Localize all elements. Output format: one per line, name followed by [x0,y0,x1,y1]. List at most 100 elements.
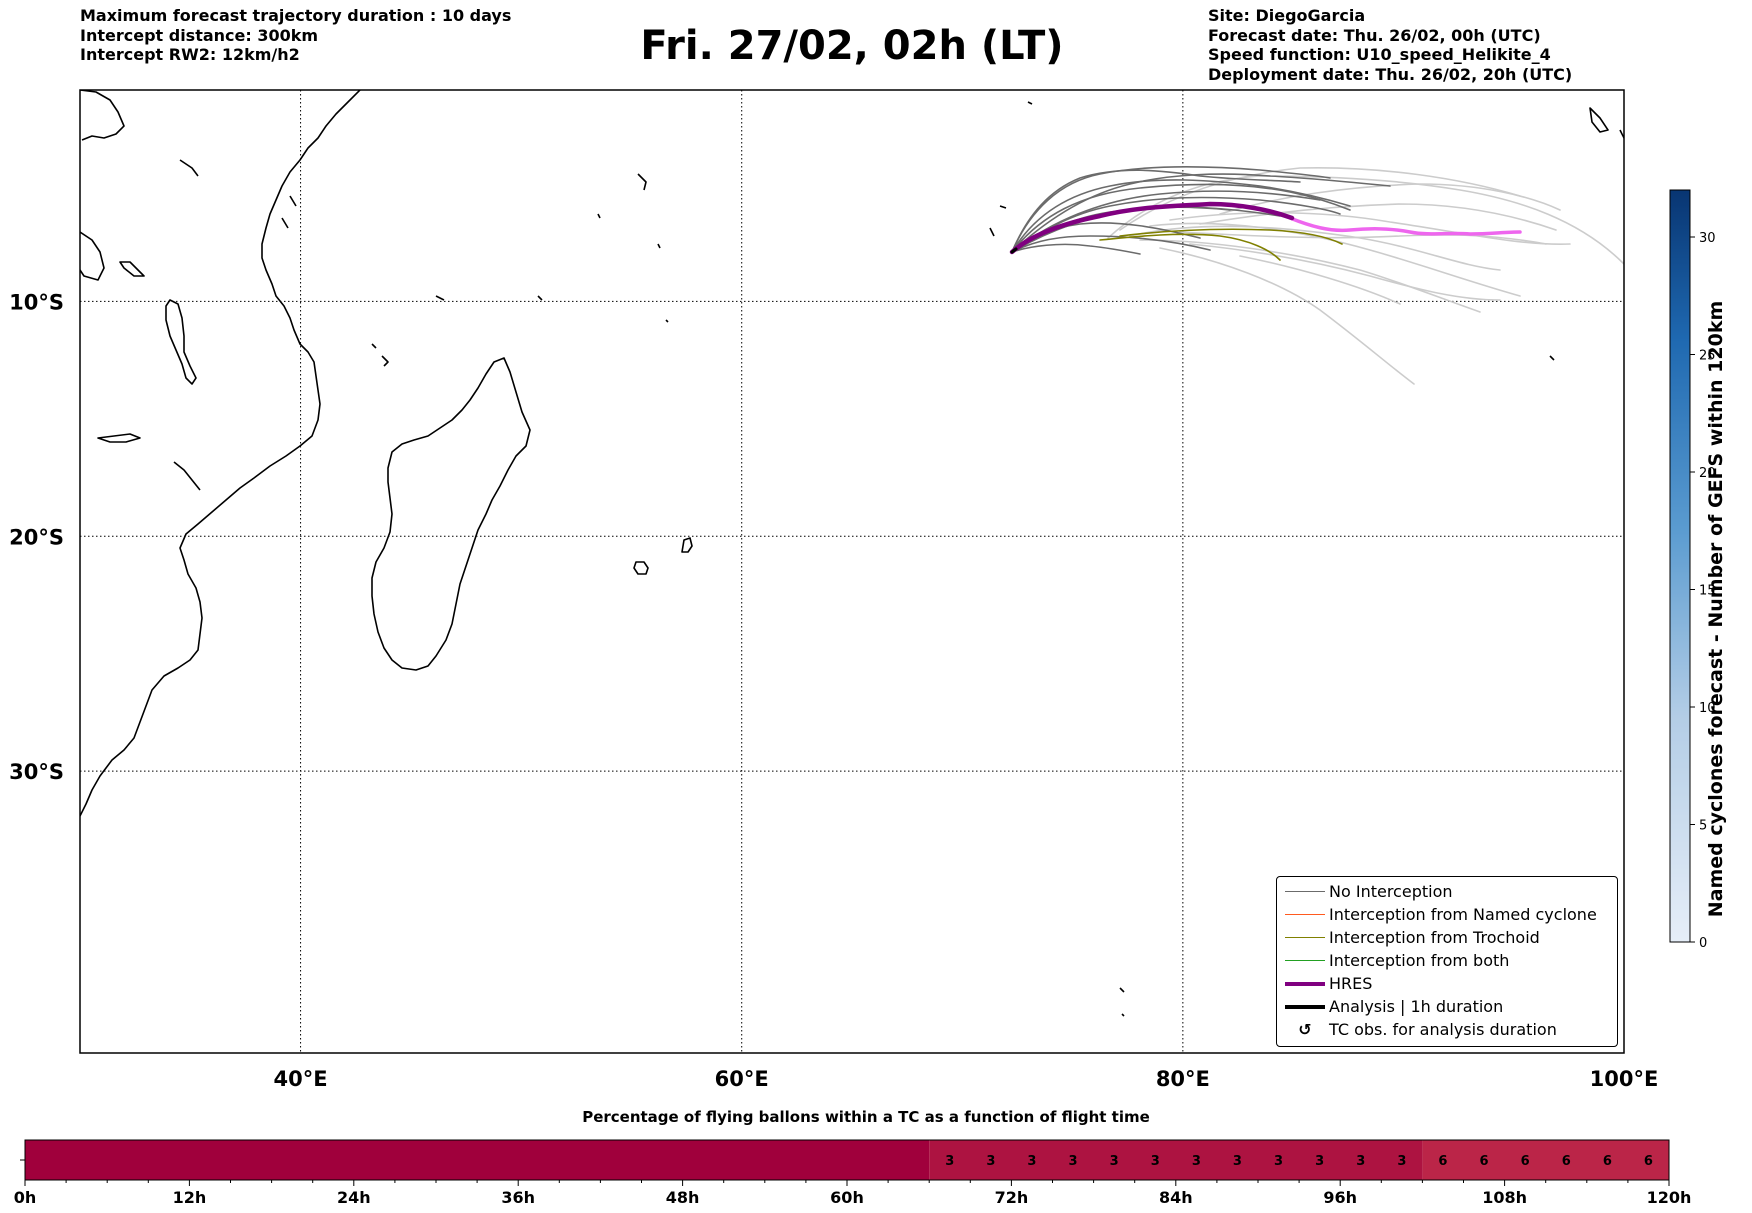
coastline-island [637,173,647,191]
strip-tick-label: 60h [830,1188,864,1207]
coastline-island [1119,987,1125,993]
header-left-info: Maximum forecast trajectory duration : 1… [80,6,511,65]
lon-tick-label: 80°E [1156,1067,1210,1091]
strip-cell-value: 3 [1233,1154,1242,1169]
strip-cell-value: 3 [1027,1154,1036,1169]
coastline-madagascar [371,357,531,671]
coastline-island [999,205,1007,209]
colorbar-gradient [1669,189,1691,943]
strip-cell-value: 6 [1603,1154,1612,1169]
strip-cell-value: 3 [1110,1154,1119,1169]
track-no-interception [1011,196,1341,253]
track-no-interception [1011,183,1351,253]
coastline-small-island [80,90,125,141]
header-left-line: Maximum forecast trajectory duration : 1… [80,6,512,25]
colorbar-tick-label: 10 [1699,701,1716,716]
track-no-interception [1011,165,1331,253]
track-light [1239,255,1401,305]
strip-segments: 3 3 3 3 3 3 3 3 3 3 3 3 6 6 6 6 6 6 [25,1140,1669,1180]
track-light [1159,247,1415,385]
coastline-island [1027,101,1033,105]
lon-tick-label: 60°E [715,1067,769,1091]
coastline-lake [173,461,201,491]
strip-cell-value: 6 [1644,1154,1653,1169]
track-light [1169,211,1571,245]
header-right-info: Site: DiegoGarcia Forecast date: Thu. 26… [1208,6,1572,84]
legend-item-both: Interception from both [1277,950,1617,972]
track-no-interception [1011,169,1301,253]
track-no-interception [1011,243,1141,255]
colorbar-tick-label: 0 [1699,936,1707,951]
strip-tick-label: 108h [1482,1188,1527,1207]
legend-item-no-interception: No Interception [1277,881,1617,903]
track-light [1119,166,1521,231]
coastline-island [1619,129,1624,140]
coastline-island [281,217,289,229]
forecast-tracks [1009,165,1624,385]
coastline-africa [80,90,362,817]
track-light [1139,239,1481,313]
legend-label: HRES [1329,974,1373,993]
strip-cell-value: 3 [1315,1154,1324,1169]
strip-tick-label: 72h [995,1188,1029,1207]
coastline-island [381,355,389,367]
legend-swatch [1285,960,1325,961]
coastline-island [597,213,601,219]
lat-tick-label: 10°S [9,290,64,314]
coastline-island [1549,355,1555,361]
strip-segment [929,1140,1423,1180]
strip-cell-value: 3 [1397,1154,1406,1169]
legend-item-analysis: Analysis | 1h duration [1277,996,1617,1018]
strip-tick-label: 96h [1323,1188,1357,1207]
colorbar-ticks: 0 5 10 15 20 25 30 [1690,231,1716,951]
legend-swatch [1285,891,1325,892]
coastline-small-island [119,261,145,277]
lat-tick-label: 20°S [9,525,64,549]
coastline-island-mauritius [681,537,693,553]
colorbar-tick-label: 30 [1699,231,1716,246]
lat-tick-label: 30°S [9,760,64,784]
track-no-interception [1011,179,1351,253]
lon-tick-label: 40°E [274,1067,328,1091]
strip-tick-label: 120h [1647,1188,1692,1207]
strip-tick-label: 48h [666,1188,700,1207]
strip-axis: 0h 12h 24h 36h 48h 60h 72h 84h 96h 108h 120h [14,1180,1692,1207]
colorbar-tick-label: 20 [1699,466,1716,481]
track-light [1199,203,1557,231]
track-light [1189,243,1501,301]
page-title: Fri. 27/02, 02h (LT) [640,23,1064,69]
strip-cell-value: 3 [1151,1154,1160,1169]
legend-item-tc-obs: ↺ TC obs. for analysis duration [1277,1019,1617,1041]
coastline-island [537,295,543,301]
tc-obs-icon: ↺ [1298,1020,1312,1039]
strip-title: Percentage of flying ballons within a TC… [582,1108,1150,1126]
legend-item-trochoid: Interception from Trochoid [1277,927,1617,949]
coastline-lake [97,433,141,443]
header-left-line: Intercept RW2: 12km/h2 [80,45,300,64]
track-no-interception [1011,235,1211,253]
legend-label: No Interception [1329,882,1453,901]
strip-segment [1422,1140,1669,1180]
strip-cell-value: 6 [1562,1154,1571,1169]
track-no-interception [1011,190,1321,253]
coastlines [80,90,1624,1017]
strip-tick-label: 0h [14,1188,37,1207]
track-light [1149,222,1521,297]
track-trochoid [1099,233,1281,261]
header-right-line: Speed function: U10_speed_Helikite_4 [1208,45,1551,64]
track-light [1107,175,1624,265]
legend-label: Interception from Named cyclone [1329,905,1597,924]
header-right-line: Forecast date: Thu. 26/02, 00h (UTC) [1208,25,1541,45]
map-axis-labels: 40°E 60°E 80°E 100°E 10°S 20°S 30°S [9,290,1658,1091]
coastline-somalia [80,231,105,281]
coastline-island [371,343,377,349]
legend-item-hres: HRES [1277,973,1617,995]
legend-swatch [1285,914,1325,915]
header-right-line: Deployment date: Thu. 26/02, 20h (UTC) [1208,64,1573,84]
header-left-line: Intercept distance: 300km [80,25,319,45]
light-tracks [1107,166,1624,385]
legend-label: Analysis | 1h duration [1329,997,1504,1016]
